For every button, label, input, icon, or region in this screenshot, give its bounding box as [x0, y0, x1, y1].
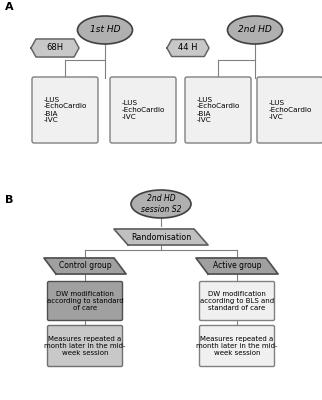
Text: Randomisation: Randomisation [131, 232, 191, 242]
Text: DW modification
according to standard
of care: DW modification according to standard of… [47, 291, 123, 311]
Text: -LUS
-EchoCardio
-BIA
-IVC: -LUS -EchoCardio -BIA -IVC [196, 96, 240, 124]
Text: Active group: Active group [213, 262, 261, 270]
Text: 2nd HD
session S2: 2nd HD session S2 [141, 194, 181, 214]
FancyBboxPatch shape [48, 326, 122, 366]
Text: 44 H: 44 H [178, 44, 198, 52]
FancyBboxPatch shape [200, 282, 274, 320]
FancyBboxPatch shape [110, 77, 176, 143]
FancyBboxPatch shape [32, 77, 98, 143]
Text: -LUS
-EchoCardio
-IVC: -LUS -EchoCardio -IVC [121, 100, 165, 120]
Text: Measures repeated a
month later in the mid-
week session: Measures repeated a month later in the m… [44, 336, 126, 356]
Polygon shape [114, 229, 208, 245]
Text: DW modification
according to BLS and
standard of care: DW modification according to BLS and sta… [200, 291, 274, 311]
Polygon shape [44, 258, 126, 274]
Ellipse shape [78, 16, 132, 44]
Text: Measures repeated a
month later in the mid-
week session: Measures repeated a month later in the m… [196, 336, 278, 356]
Text: Control group: Control group [59, 262, 111, 270]
Polygon shape [196, 258, 278, 274]
FancyBboxPatch shape [185, 77, 251, 143]
Ellipse shape [228, 16, 282, 44]
Polygon shape [31, 39, 79, 57]
FancyBboxPatch shape [48, 282, 122, 320]
FancyBboxPatch shape [200, 326, 274, 366]
Text: 68H: 68H [46, 44, 63, 52]
Text: -LUS
-EchoCardio
-IVC: -LUS -EchoCardio -IVC [268, 100, 312, 120]
Polygon shape [167, 40, 209, 56]
Ellipse shape [131, 190, 191, 218]
FancyBboxPatch shape [257, 77, 322, 143]
Text: B: B [5, 195, 14, 205]
Text: 1st HD: 1st HD [90, 26, 120, 34]
Text: A: A [5, 2, 14, 12]
Text: 2nd HD: 2nd HD [238, 26, 272, 34]
Text: -LUS
-EchoCardio
-BIA
-IVC: -LUS -EchoCardio -BIA -IVC [43, 96, 87, 124]
